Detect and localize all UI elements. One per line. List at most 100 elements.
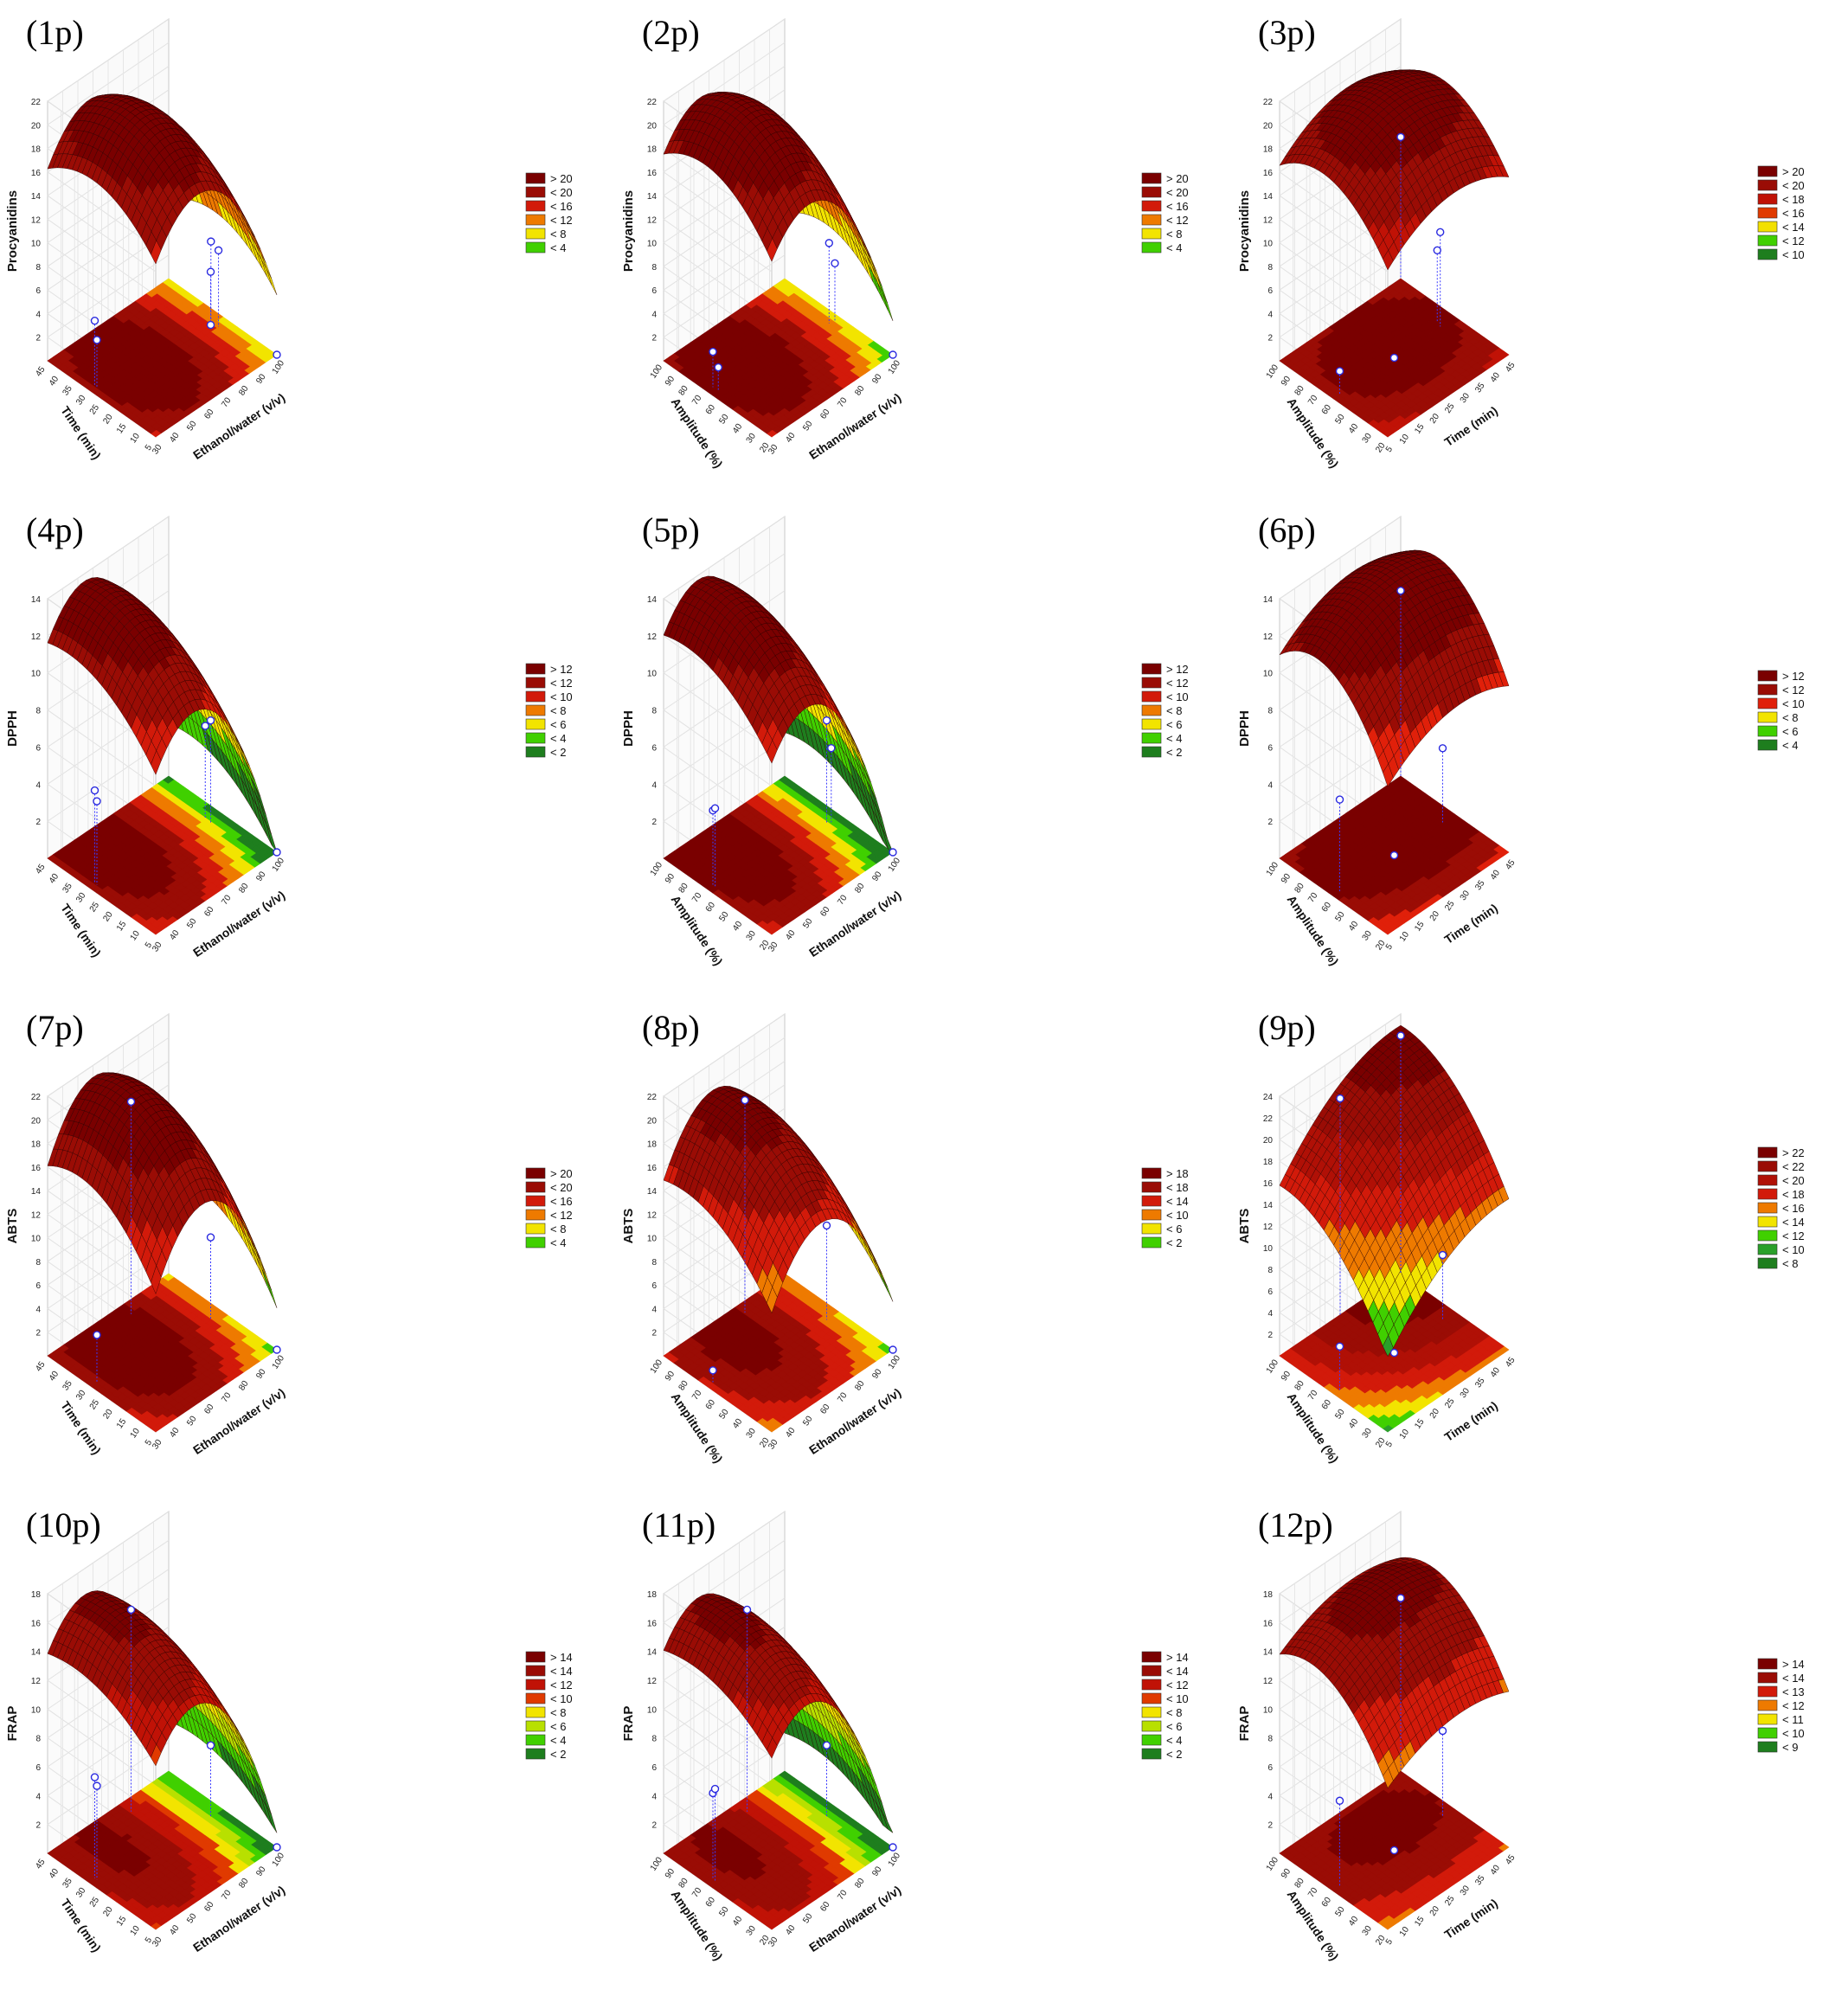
surface-plot: 2468101214DPPH30405060708090100Ethanol/w…: [5, 516, 573, 960]
x-tick-label: 20: [1428, 412, 1442, 426]
panel-label: (1p): [26, 13, 84, 52]
y-tick-label: 15: [115, 920, 129, 934]
legend-swatch: [1757, 179, 1778, 191]
legend-label: < 12: [1782, 234, 1805, 247]
x-tick-label: 60: [818, 408, 832, 421]
legend-swatch: [525, 214, 546, 226]
z-tick-label: 14: [31, 192, 42, 202]
surface-cell: [261, 260, 273, 286]
contour-cell: [779, 775, 791, 784]
legend-label: < 8: [550, 228, 566, 241]
z-tick-label: 4: [35, 780, 41, 790]
legend-swatch: [525, 690, 546, 703]
response-surface: [663, 92, 894, 321]
x-tick-label: 5: [1384, 445, 1395, 454]
z-tick-label: 2: [35, 818, 41, 827]
x-tick-label: 35: [1473, 381, 1487, 395]
legend-swatch: [525, 200, 546, 212]
chart-panel: (5p) 2 4 6 8 10 12 14 DPPH 30 40 50 60 70 80 90 100 Ethan…: [616, 498, 1232, 995]
legend-label: < 20: [1782, 179, 1805, 192]
chart-panel: (1p) 2 4 6 8 10 12 14 16 18 20 22 Procyanidins 30 40 50…: [0, 0, 616, 498]
surface-cell: [767, 237, 778, 262]
panel-label: (3p): [1258, 13, 1316, 52]
z-tick-label: 2: [651, 334, 657, 343]
contour-floor: [47, 775, 278, 935]
y-tick-label: 20: [101, 413, 115, 427]
x-tick-label: 70: [836, 395, 850, 409]
panel-label: (5p): [642, 510, 700, 549]
data-point: [93, 336, 101, 344]
z-tick-label: 8: [1267, 263, 1273, 273]
data-point: [1435, 228, 1445, 237]
z-tick-label: 10: [1263, 240, 1274, 249]
z-tick-label: 2: [1267, 334, 1273, 343]
x-tick-label: 40: [168, 431, 182, 445]
x-tick-label: 60: [202, 408, 216, 421]
y-tick-label: 50: [717, 413, 731, 427]
y-tick-label: 40: [731, 422, 745, 436]
z-tick-label: 2: [35, 334, 41, 343]
contour-floor: [1279, 278, 1510, 438]
legend-label: > 12: [550, 663, 573, 676]
y-tick-label: 30: [74, 394, 88, 408]
z-tick-label: 14: [31, 595, 42, 605]
surface-cell: [882, 292, 894, 321]
y-tick-label: 50: [1333, 413, 1347, 427]
y-tick-label: 30: [74, 891, 88, 905]
legend-swatch: [1141, 228, 1162, 240]
data-point: [90, 786, 99, 795]
contour-cell: [1395, 278, 1407, 286]
legend-swatch: [525, 704, 546, 716]
response-surface: [47, 93, 278, 296]
data-point: [1389, 353, 1399, 363]
legend-label: < 4: [550, 241, 566, 254]
z-tick-label: 22: [647, 98, 658, 107]
z-tick-label: 4: [35, 310, 41, 319]
x-tick-label: 30: [1459, 391, 1473, 405]
legend: > 20< 20< 16< 12< 8< 4: [525, 172, 573, 254]
data-point: [273, 848, 281, 857]
y-tick-label: 60: [1320, 403, 1334, 417]
z-tick-label: 10: [31, 240, 42, 249]
legend-swatch: [1757, 234, 1778, 247]
x-tick-label: 70: [220, 395, 234, 409]
data-point: [90, 316, 99, 325]
data-point: [1335, 367, 1344, 376]
legend-label: < 16: [1166, 200, 1189, 213]
legend-label: > 20: [550, 172, 573, 185]
data-point: [201, 722, 209, 730]
legend-swatch: [1141, 241, 1162, 254]
surface-cell: [877, 282, 889, 311]
z-tick-label: 16: [647, 169, 658, 178]
surface-plot: 246810121416182022Procyanidins5101520253…: [1237, 18, 1805, 471]
data-point: [709, 347, 717, 356]
response-surface: [1279, 69, 1510, 271]
legend-swatch: [525, 663, 546, 675]
data-point: [889, 350, 897, 359]
panel-label: (2p): [642, 13, 700, 52]
y-tick-label: 45: [34, 863, 48, 876]
legend-label: < 14: [1782, 221, 1805, 234]
legend-swatch: [1757, 248, 1778, 260]
y-tick-label: 30: [745, 432, 759, 446]
data-point: [1396, 132, 1405, 142]
legend-label: < 20: [1166, 186, 1189, 199]
legend: > 20< 20< 18< 16< 14< 12< 10: [1757, 165, 1805, 261]
legend-swatch: [525, 677, 546, 689]
legend-swatch: [525, 732, 546, 744]
legend-label: < 2: [550, 746, 566, 759]
contour-cell: [163, 278, 175, 286]
chart-panel: (2p) 2 4 6 8 10 12 14 16 18 20 22 Procyanidins 30 40 50…: [616, 0, 1232, 498]
z-axis-label: Procyanidins: [621, 190, 636, 272]
x-tick-label: 25: [1443, 401, 1457, 415]
z-tick-label: 4: [1267, 310, 1273, 319]
legend-swatch: [1757, 165, 1778, 177]
data-point: [825, 239, 834, 247]
y-tick-label: 90: [1280, 375, 1293, 388]
experimental-points: [1335, 132, 1445, 395]
chart-panel: (4p) 2 4 6 8 10 12 14 DPPH 30 40 50 60 70 80 90 100 Ethan…: [0, 498, 616, 995]
surface-cell: [151, 240, 162, 265]
surface-plot: 246810121416182022Procyanidins3040506070…: [5, 18, 573, 462]
surface-plot: 2468101214DPPH30405060708090100Ethanol/w…: [621, 516, 1189, 968]
z-tick-label: 14: [1263, 192, 1274, 202]
